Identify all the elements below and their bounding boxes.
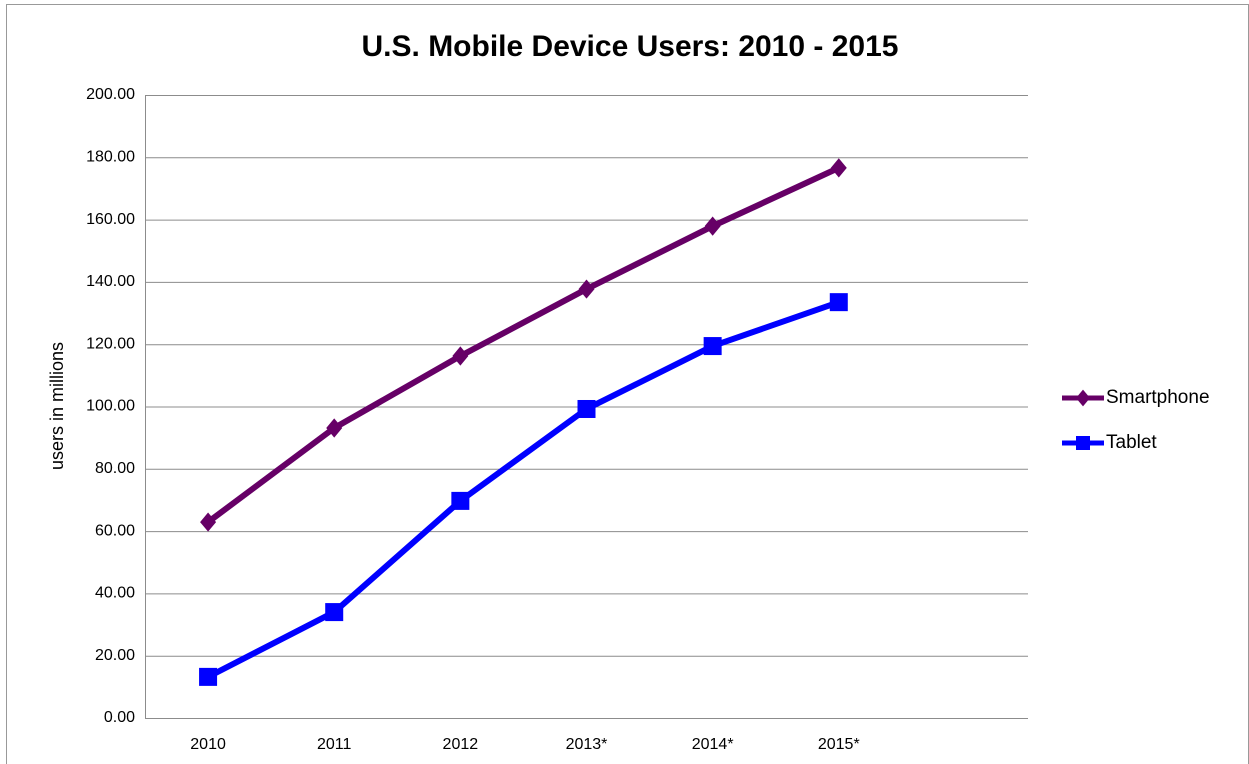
marker: [578, 279, 595, 299]
marker: [325, 603, 344, 622]
x-tick-label: 2014*: [692, 736, 734, 753]
y-tick-label: 0.00: [104, 709, 135, 726]
marker: [1076, 389, 1090, 407]
series-line: [206, 299, 840, 680]
y-tick-label: 120.00: [86, 335, 135, 352]
x-tick-label: 2010: [190, 736, 226, 753]
legend-label: Smartphone: [1106, 387, 1210, 408]
y-tick-label: 100.00: [86, 398, 135, 415]
x-tick-label: 2011: [317, 736, 352, 753]
x-tick-label: 2015*: [818, 736, 860, 753]
y-tick-label: 80.00: [95, 460, 135, 477]
marker: [452, 346, 469, 366]
legend-label: Tablet: [1106, 432, 1157, 453]
marker: [577, 399, 596, 418]
y-tick-label: 40.00: [95, 585, 135, 602]
marker: [199, 667, 218, 686]
y-tick-label: 200.00: [86, 86, 135, 103]
marker: [200, 512, 217, 532]
x-tick-label: 2012: [443, 736, 479, 753]
y-tick-label: 60.00: [95, 522, 135, 539]
y-tick-label: 20.00: [95, 647, 135, 664]
marker: [703, 337, 722, 356]
x-tick-label: 2013*: [566, 736, 608, 753]
marker: [830, 158, 847, 178]
marker: [829, 293, 848, 312]
marker: [326, 418, 343, 438]
marker: [704, 216, 721, 236]
series-line: [206, 165, 841, 525]
frame: [6, 4, 1249, 764]
chart-title: U.S. Mobile Device Users: 2010 - 2015: [362, 30, 899, 63]
y-axis-title: users in millions: [47, 342, 67, 470]
marker: [451, 491, 470, 510]
y-tick-label: 180.00: [86, 149, 135, 166]
marker: [1076, 436, 1090, 450]
y-tick-label: 140.00: [86, 273, 135, 290]
y-tick-label: 160.00: [86, 211, 135, 228]
